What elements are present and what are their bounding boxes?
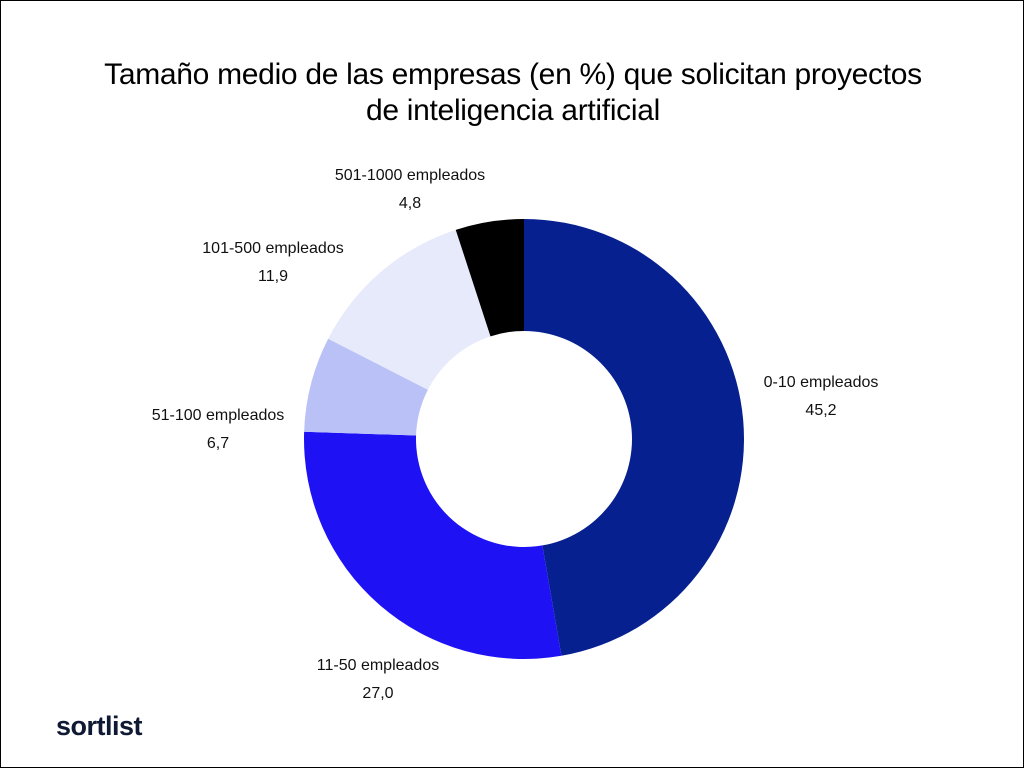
- slice-value-label: 4,8: [399, 195, 421, 212]
- slice-category-label: 51-100 empleados: [152, 407, 285, 424]
- slice-value-label: 11,9: [258, 268, 288, 285]
- chart-title: Tamaño medio de las empresas (en %) que …: [41, 57, 985, 129]
- chart-title-line-1: Tamaño medio de las empresas (en %) que …: [104, 58, 922, 91]
- donut-slice-0-10: [524, 219, 744, 656]
- slice-value-label: 27,0: [362, 685, 393, 702]
- donut-slice-11-50: [304, 431, 562, 660]
- chart-title-line-2: de inteligencia artificial: [365, 94, 661, 127]
- slice-category-label: 0-10 empleados: [764, 374, 879, 391]
- slice-value-label: 6,7: [207, 435, 229, 452]
- donut-labels: 0-10 empleados 45,2 11-50 empleados 27,0 51-…: [152, 167, 879, 702]
- donut-slice-501-1000: [455, 219, 524, 337]
- slice-category-label: 501-1000 empleados: [335, 167, 485, 184]
- donut-slice-51-100: [304, 338, 428, 436]
- slice-value-label: 45,2: [805, 402, 836, 419]
- slice-category-label: 11-50 empleados: [317, 657, 439, 674]
- donut-slice-101-500: [328, 229, 491, 390]
- slice-category-label: 101-500 empleados: [202, 240, 343, 257]
- sortlist-logo: sortlist: [56, 711, 143, 741]
- donut-slices: [304, 219, 744, 660]
